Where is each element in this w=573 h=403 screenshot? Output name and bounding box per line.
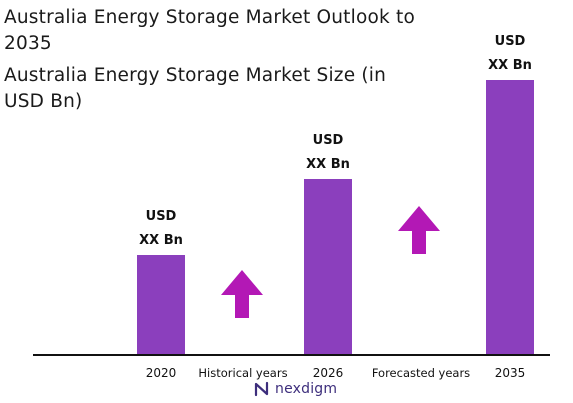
- chart-subtitle: Australia Energy Storage Market Size (in…: [4, 65, 387, 112]
- trend-up-arrow-icon-2: [398, 206, 440, 254]
- bar-2026: [304, 179, 352, 355]
- data-label-2026-line-2: XX Bn: [306, 157, 350, 172]
- trend-up-arrow-icon-1: [221, 270, 263, 318]
- bars-layer: [137, 80, 534, 355]
- labels-layer: USD XX Bn 2020 USD XX Bn 2026 USD XX Bn 2035 Hist…: [139, 34, 532, 380]
- period-label-2: Forecasted years: [372, 366, 470, 380]
- bar-2035: [486, 80, 534, 355]
- brand-logo: nexdigm: [254, 381, 337, 397]
- period-label-1: Historical years: [198, 366, 287, 380]
- data-label-2020-line-2: XX Bn: [139, 233, 183, 248]
- x-tick-label-2035: 2035: [495, 366, 526, 380]
- bar-2020: [137, 255, 185, 355]
- arrows-layer: [221, 206, 440, 318]
- brand-name: nexdigm: [275, 381, 338, 397]
- data-label-2026-line-1: USD: [313, 133, 344, 148]
- x-tick-label-2020: 2020: [146, 366, 177, 380]
- nexdigm-logo-icon: [254, 381, 269, 397]
- data-label-2020-line-1: USD: [146, 209, 177, 224]
- data-label-2035-line-2: XX Bn: [488, 58, 532, 73]
- x-tick-label-2026: 2026: [313, 366, 344, 380]
- data-label-2035-line-1: USD: [495, 34, 526, 49]
- chart-title: Australia Energy Storage Market Outlook …: [4, 7, 415, 54]
